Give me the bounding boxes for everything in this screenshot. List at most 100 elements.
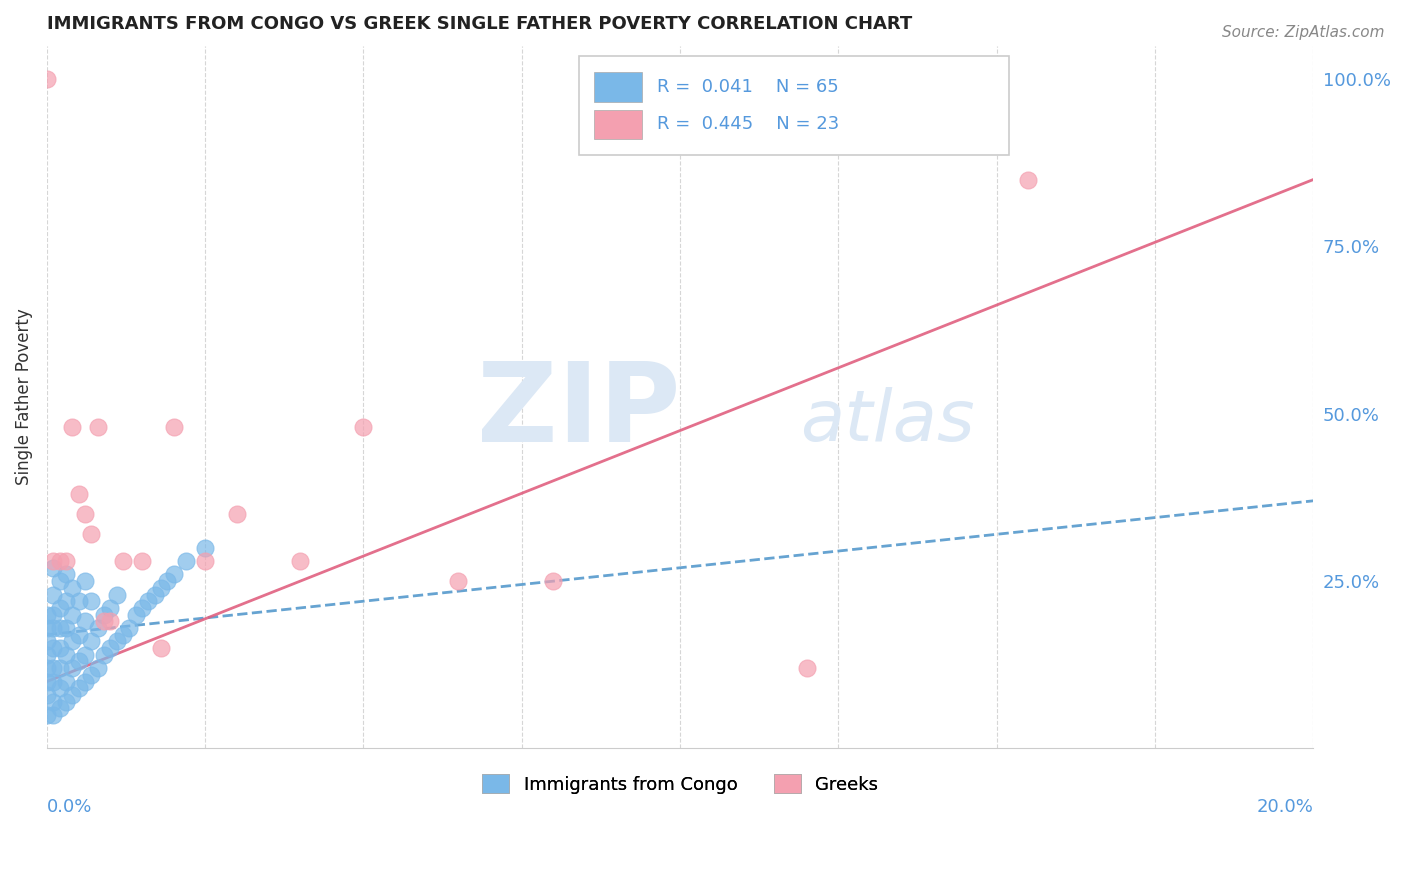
FancyBboxPatch shape (593, 72, 643, 102)
Point (353, 420, 375, 434)
Point (543, 574, 565, 589)
Y-axis label: Single Father Poverty: Single Father Poverty (15, 309, 32, 485)
Point (48, 641, 70, 656)
Point (447, 574, 470, 589)
Point (42, 607, 65, 622)
Point (143, 588, 166, 602)
Point (42, 554, 65, 568)
Legend: Immigrants from Congo, Greeks: Immigrants from Congo, Greeks (472, 765, 887, 803)
Point (149, 641, 172, 656)
Point (80, 668, 103, 682)
Point (73, 574, 96, 589)
Point (80, 527, 103, 541)
Point (55, 594, 77, 608)
Point (48, 621, 70, 635)
Point (105, 634, 128, 648)
Point (136, 594, 159, 608)
Text: ZIP: ZIP (477, 358, 681, 465)
Point (35, 661, 58, 675)
Point (48, 601, 70, 615)
Point (60, 420, 83, 434)
Point (73, 648, 96, 662)
Point (124, 607, 146, 622)
Point (42, 708, 65, 723)
Text: 0.0%: 0.0% (46, 797, 93, 815)
Point (48, 681, 70, 696)
Point (796, 661, 818, 675)
Point (93, 648, 115, 662)
Point (93, 615, 115, 629)
Point (73, 615, 96, 629)
Point (105, 588, 128, 602)
Point (42, 674, 65, 689)
Point (194, 554, 217, 568)
Point (55, 674, 77, 689)
Point (111, 628, 134, 642)
Point (80, 634, 103, 648)
Point (86, 661, 108, 675)
Point (48, 554, 70, 568)
Point (35, 688, 58, 702)
Point (42, 695, 65, 709)
Point (131, 554, 153, 568)
Point (35, 607, 58, 622)
Point (60, 607, 83, 622)
Point (67, 628, 90, 642)
Point (131, 601, 153, 615)
Point (55, 695, 77, 709)
Point (48, 661, 70, 675)
Point (42, 641, 65, 656)
Point (42, 661, 65, 675)
Point (42, 588, 65, 602)
Point (67, 594, 90, 608)
Point (60, 688, 83, 702)
Text: Source: ZipAtlas.com: Source: ZipAtlas.com (1222, 25, 1385, 40)
Point (156, 574, 179, 589)
Point (80, 594, 103, 608)
Point (93, 607, 115, 622)
Point (42, 560, 65, 574)
FancyBboxPatch shape (579, 56, 1010, 154)
Text: atlas: atlas (800, 387, 974, 456)
Point (162, 420, 184, 434)
Point (35, 648, 58, 662)
Point (35, 708, 58, 723)
Point (67, 681, 90, 696)
Point (55, 554, 77, 568)
Point (35, 72, 58, 87)
Point (48, 574, 70, 589)
Text: R =  0.445    N = 23: R = 0.445 N = 23 (657, 115, 839, 134)
Point (225, 507, 247, 521)
Point (55, 567, 77, 582)
Point (194, 541, 217, 555)
FancyBboxPatch shape (593, 110, 643, 139)
Text: R =  0.041    N = 65: R = 0.041 N = 65 (657, 78, 839, 96)
Point (35, 634, 58, 648)
Point (73, 507, 96, 521)
Point (67, 655, 90, 669)
Point (86, 420, 108, 434)
Point (35, 674, 58, 689)
Point (162, 567, 184, 582)
Point (35, 621, 58, 635)
Point (42, 621, 65, 635)
Point (1017, 172, 1039, 186)
Point (86, 621, 108, 635)
Point (60, 634, 83, 648)
Point (55, 648, 77, 662)
Point (60, 581, 83, 595)
Point (98, 601, 121, 615)
Point (288, 554, 311, 568)
Point (55, 621, 77, 635)
Point (111, 554, 134, 568)
Point (48, 701, 70, 715)
Point (98, 641, 121, 656)
Point (149, 581, 172, 595)
Text: 20.0%: 20.0% (1257, 797, 1313, 815)
Point (174, 554, 197, 568)
Point (60, 661, 83, 675)
Point (67, 487, 90, 501)
Point (118, 621, 141, 635)
Point (98, 615, 121, 629)
Text: IMMIGRANTS FROM CONGO VS GREEK SINGLE FATHER POVERTY CORRELATION CHART: IMMIGRANTS FROM CONGO VS GREEK SINGLE FA… (46, 15, 912, 33)
